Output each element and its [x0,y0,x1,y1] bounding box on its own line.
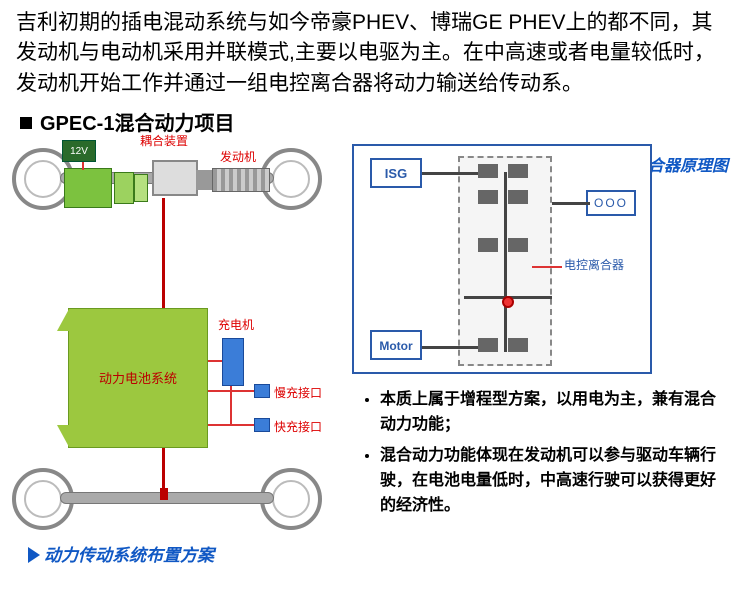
charger-label: 充电机 [218,316,254,333]
shaft-joint [160,488,168,500]
square-bullet-icon [20,117,32,129]
wire [82,162,84,170]
gear-pair-icon [478,338,528,352]
battery-12v: 12V [62,140,96,162]
aux-shaft [552,202,590,205]
vehicle-layout-diagram: 12V 耦合装置 发动机 动力电池系统 充电机 慢充接口 快充接口 [22,138,312,568]
slow-charge-port [254,384,270,398]
green-module-2 [114,172,134,204]
pointer-line [532,266,562,268]
left-caption-text: 动力传动系统布置方案 [44,546,214,565]
engine-box [212,168,270,192]
wire [208,360,222,362]
gear-pair-icon [478,190,528,204]
section-title: GPEC-1混合动力项目 [0,105,744,138]
gear-pair-icon [478,238,528,252]
green-module-1 [64,168,112,208]
shaft-line [422,172,482,175]
left-caption: 动力传动系统布置方案 [28,541,214,566]
bullet-list: 本质上属于增程型方案，以用电为主，兼有混合动力功能； 混合动力功能体现在发动机可… [362,388,718,518]
wire [230,386,232,426]
aux-box: OOO [586,190,636,216]
fast-charge-port [254,418,270,432]
engine-label: 发动机 [220,148,256,165]
bullet-item: 混合动力功能体现在发动机可以参与驱动车辆行驶，在电池电量低时，中高速行驶可以获得… [380,444,718,518]
schematic-panel: 耦合器原理图 ISG Motor OOO 电控离合器 本质上属于增程型方案，以用… [332,138,732,568]
layout-diagram-panel: 12V 耦合装置 发动机 动力电池系统 充电机 慢充接口 快充接口 动力传动系统… [12,138,332,568]
section-title-text: GPEC-1混合动力项目 [40,113,234,135]
bullet-item: 本质上属于增程型方案，以用电为主，兼有混合动力功能； [380,388,718,438]
charger-box [222,338,244,386]
coupler-label: 耦合装置 [140,132,188,149]
clutch-label: 电控离合器 [564,256,624,273]
fast-port-label: 快充接口 [274,418,322,435]
triangle-right-icon [28,547,40,563]
coupler-schematic: ISG Motor OOO 电控离合器 [352,144,652,374]
traction-battery: 动力电池系统 [68,308,208,448]
slow-port-label: 慢充接口 [274,384,322,401]
motor-box: Motor [370,330,422,360]
intro-paragraph: 吉利初期的插电混动系统与如今帝豪PHEV、博瑞GE PHEV上的都不同，其发动机… [0,0,744,105]
coupler-box [152,160,198,196]
green-module-3 [134,174,148,202]
shaft-line [422,346,482,349]
isg-box: ISG [370,158,422,188]
gear-pair-icon [478,164,528,178]
